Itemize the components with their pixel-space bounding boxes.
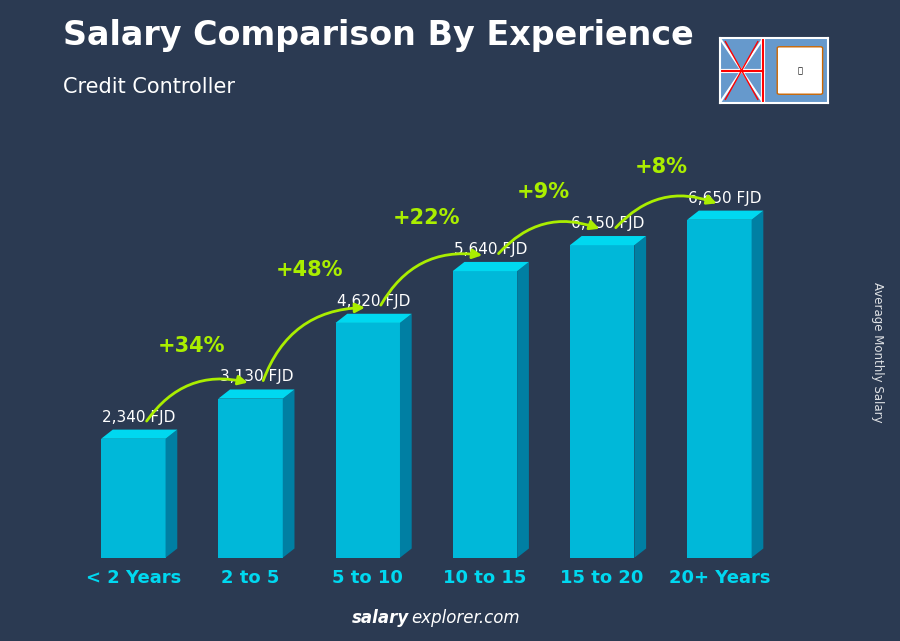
Polygon shape — [687, 220, 752, 558]
Polygon shape — [453, 271, 518, 558]
Polygon shape — [166, 429, 177, 558]
Text: +8%: +8% — [634, 157, 688, 177]
Polygon shape — [400, 313, 411, 558]
Polygon shape — [101, 439, 166, 558]
Text: +34%: +34% — [158, 336, 226, 356]
Text: +9%: +9% — [517, 182, 570, 203]
Polygon shape — [518, 262, 529, 558]
Text: 🛡: 🛡 — [797, 66, 803, 75]
Polygon shape — [283, 390, 294, 558]
Polygon shape — [570, 245, 634, 558]
Text: salary: salary — [352, 609, 410, 627]
Polygon shape — [453, 262, 529, 271]
Text: 6,150 FJD: 6,150 FJD — [572, 216, 644, 231]
Text: 2,340 FJD: 2,340 FJD — [103, 410, 176, 424]
Text: Average Monthly Salary: Average Monthly Salary — [871, 282, 884, 423]
Text: explorer.com: explorer.com — [411, 609, 520, 627]
Text: +48%: +48% — [275, 260, 343, 280]
Text: Salary Comparison By Experience: Salary Comparison By Experience — [63, 19, 694, 52]
Polygon shape — [336, 313, 411, 323]
Polygon shape — [219, 399, 283, 558]
Text: Credit Controller: Credit Controller — [63, 77, 235, 97]
Polygon shape — [101, 429, 177, 439]
FancyBboxPatch shape — [778, 47, 823, 94]
Polygon shape — [752, 211, 763, 558]
Polygon shape — [570, 236, 646, 245]
Text: +22%: +22% — [392, 208, 460, 228]
Text: 6,650 FJD: 6,650 FJD — [688, 190, 762, 206]
Polygon shape — [336, 323, 400, 558]
Polygon shape — [634, 236, 646, 558]
Polygon shape — [687, 211, 763, 220]
Polygon shape — [219, 390, 294, 399]
Text: 4,620 FJD: 4,620 FJD — [337, 294, 410, 309]
Text: 5,640 FJD: 5,640 FJD — [454, 242, 527, 257]
Text: 3,130 FJD: 3,130 FJD — [220, 369, 293, 385]
